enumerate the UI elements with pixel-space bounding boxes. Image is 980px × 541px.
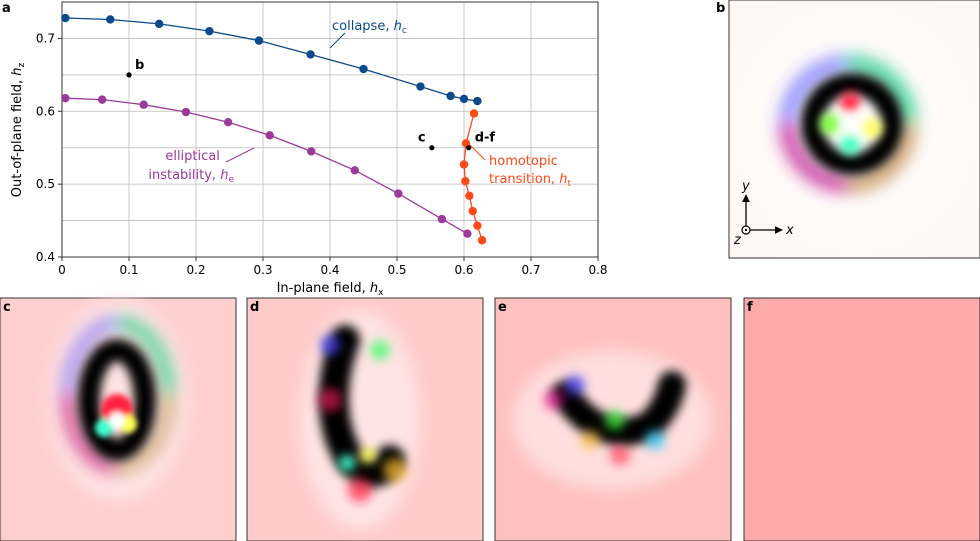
y-axis-ticks: 0.4 0.5 0.6 0.7: [36, 31, 62, 264]
panel-e-image: e: [494, 297, 732, 541]
data-point-collapse: [459, 94, 469, 104]
marked-points: b c d-f: [126, 58, 496, 151]
elliptical-label-leader: [225, 147, 255, 163]
data-point-elliptical: [181, 107, 191, 117]
data-point-elliptical: [265, 131, 274, 140]
data-point-elliptical: [223, 118, 233, 127]
panel-f-image: f: [743, 297, 980, 541]
series-line-elliptical: [65, 97, 468, 235]
panel-d-image: d: [246, 297, 484, 541]
data-point-collapse: [446, 91, 455, 101]
series-elliptical: [61, 93, 472, 238]
x-tick-label: 0.4: [320, 263, 339, 277]
data-point-elliptical: [61, 93, 70, 103]
data-point-collapse: [61, 13, 70, 23]
series-homotopic: [459, 109, 487, 245]
x-tick-label: 0.5: [387, 263, 406, 277]
marked-point-c: [429, 145, 435, 151]
panel-c-image: c: [0, 297, 237, 541]
data-point-collapse: [254, 36, 264, 45]
homotopic-label-leader: [469, 144, 486, 161]
data-point-homotopic: [477, 236, 487, 245]
data-point-elliptical: [437, 214, 447, 224]
data-point-elliptical: [307, 147, 316, 156]
marked-point-b: [126, 72, 132, 78]
data-point-elliptical: [350, 166, 359, 175]
z-axis-label-inset: z: [733, 233, 742, 248]
data-point-elliptical: [394, 189, 403, 198]
data-point-homotopic: [469, 109, 479, 118]
x-axis-label-inset: x: [785, 223, 794, 238]
y-axis-label-inset: y: [741, 179, 750, 194]
elliptical-label: elliptical instability, he: [148, 149, 234, 185]
panel-label-f: f: [747, 300, 753, 315]
panel-b-image: b y x z: [716, 0, 980, 259]
data-point-homotopic: [459, 160, 469, 169]
panel-label-e: e: [498, 300, 507, 315]
data-point-elliptical: [98, 95, 107, 104]
plot-grid: [61, 1, 599, 258]
data-point-collapse: [473, 96, 482, 106]
panel-label-b: b: [716, 1, 725, 16]
data-point-homotopic: [468, 206, 477, 216]
data-point-collapse: [154, 19, 164, 29]
data-point-homotopic: [473, 221, 482, 230]
series-collapse: [61, 13, 482, 106]
x-tick-label: 0: [58, 263, 66, 277]
data-point-elliptical: [463, 229, 472, 238]
y-tick-label: 0.6: [36, 104, 55, 118]
data-point-homotopic: [461, 177, 470, 186]
x-tick-label: 0.7: [521, 263, 540, 277]
collapse-label: collapse, hc: [332, 19, 407, 36]
marked-point-d-f: [466, 145, 472, 151]
x-tick-label: 0.8: [588, 263, 607, 277]
marked-point-label-d-f: d-f: [475, 131, 496, 146]
x-tick-label: 0.6: [454, 263, 473, 277]
y-axis-title: Out-of-plane field, hz: [10, 62, 27, 197]
homotopic-label: homotopic transition, ht: [489, 154, 571, 189]
data-point-collapse: [106, 15, 115, 24]
series-line-collapse: [65, 17, 478, 102]
y-tick-label: 0.7: [36, 31, 55, 45]
data-point-homotopic: [465, 191, 474, 200]
x-tick-label: 0.3: [253, 263, 272, 277]
x-axis-title: In-plane field, hx: [277, 281, 385, 298]
data-point-collapse: [359, 64, 368, 74]
y-tick-label: 0.5: [36, 177, 55, 191]
marked-point-label-c: c: [418, 131, 426, 146]
x-tick-label: 0.2: [186, 263, 205, 277]
data-point-collapse: [306, 50, 315, 59]
data-point-collapse: [205, 26, 214, 36]
y-tick-label: 0.4: [36, 250, 55, 264]
panel-label-c: c: [3, 300, 11, 315]
data-point-elliptical: [139, 100, 148, 109]
series-layer: [61, 13, 487, 245]
x-axis-ticks: 0 0.1 0.2 0.3 0.4 0.5 0.6 0.7 0.8: [58, 257, 608, 277]
panel-label-a: a: [2, 1, 11, 16]
data-point-collapse: [416, 82, 425, 91]
panel-label-d: d: [250, 300, 259, 315]
marked-point-label-b: b: [135, 58, 144, 73]
collapse-label-leader: [329, 32, 346, 49]
x-tick-label: 0.1: [119, 263, 138, 277]
